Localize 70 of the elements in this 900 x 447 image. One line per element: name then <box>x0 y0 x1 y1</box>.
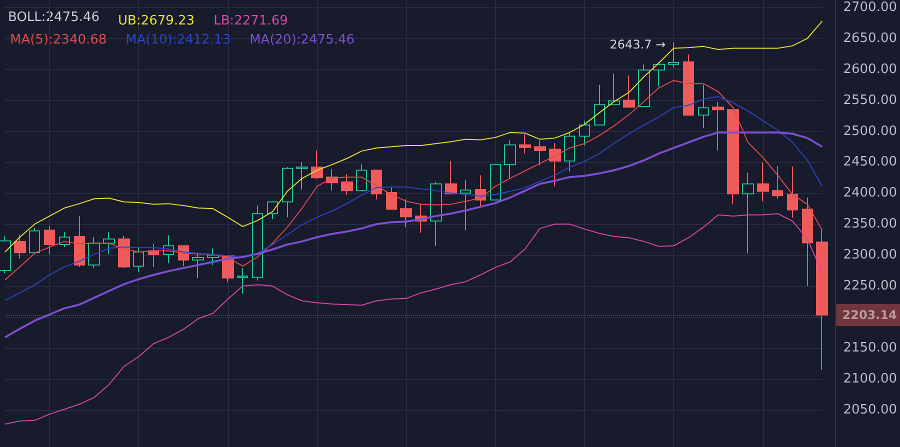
y-tick-label: 2350.00 <box>843 216 898 232</box>
candlestick <box>638 64 650 107</box>
candlestick <box>683 54 694 116</box>
annotation: 2643.7 → <box>610 37 666 52</box>
candlestick <box>74 216 85 268</box>
candlestick <box>311 150 323 180</box>
text: MA(20):2475.46 <box>250 32 355 48</box>
candlestick <box>341 173 353 196</box>
candlestick <box>371 170 382 200</box>
y-tick-label: 2050.00 <box>843 402 898 418</box>
y-tick-label: 2250.00 <box>843 278 898 294</box>
y-tick-label: 2500.00 <box>843 124 898 139</box>
y-tick-label: 2150.00 <box>843 340 898 356</box>
line-series <box>4 96 823 301</box>
line-series <box>4 80 823 280</box>
candlestick <box>698 84 709 129</box>
candlestick <box>519 134 531 154</box>
line-series <box>4 131 824 338</box>
candlestick <box>742 172 754 254</box>
y-tick-label: 2400.00 <box>843 186 898 201</box>
candlestick <box>608 73 620 106</box>
candlestick <box>816 230 828 370</box>
candlestick <box>712 102 724 151</box>
candlestick <box>103 232 115 254</box>
candlestick <box>787 166 798 218</box>
candlestick <box>192 253 204 278</box>
candlestick <box>490 164 501 200</box>
candlestick <box>252 205 263 281</box>
candlestick <box>133 246 144 272</box>
candlestick <box>44 225 55 255</box>
text: MA(10):2412.13 <box>126 32 231 48</box>
candlestick <box>549 142 561 187</box>
y-tick-label: 2300.00 <box>843 248 898 263</box>
candlestick <box>623 75 635 108</box>
candlestick <box>579 120 590 146</box>
candlestick <box>14 234 26 260</box>
candlestick <box>237 268 248 294</box>
candlestick <box>757 162 769 202</box>
candlestick <box>802 196 813 287</box>
candlestick <box>356 164 367 192</box>
line-series <box>4 213 823 425</box>
y-tick-label: 2600.00 <box>843 62 898 77</box>
y-tick-label: 2450.00 <box>843 154 898 170</box>
candlestick <box>653 62 665 88</box>
candlestick <box>386 187 397 210</box>
y-tick-label: 2550.00 <box>843 92 898 108</box>
candlestick <box>445 160 457 194</box>
candlestick <box>594 84 605 126</box>
ref-line-label: 2203.14 <box>842 308 897 322</box>
candlestick <box>430 182 442 246</box>
candlestick <box>460 180 471 231</box>
candlestick <box>772 165 783 200</box>
candlestick <box>534 140 546 166</box>
candlestick <box>400 198 412 228</box>
candlestick <box>564 132 575 172</box>
y-tick-label: 2700.00 <box>843 0 898 15</box>
y-tick-label: 2650.00 <box>843 30 898 46</box>
candlestick <box>668 42 679 68</box>
text: LB:2271.69 <box>214 14 288 28</box>
annotation: BOLL:2475.46 <box>8 10 100 25</box>
y-tick-label: 2100.00 <box>843 371 898 386</box>
candlestick <box>727 109 739 205</box>
candlestick <box>282 166 293 218</box>
text: UB:2679.23 <box>118 14 195 28</box>
candlestick <box>118 235 130 269</box>
candlestick <box>504 140 516 179</box>
candlestick <box>29 227 40 254</box>
text: MA(5):2340.68 <box>10 32 107 48</box>
candlestick <box>296 162 308 190</box>
candlestick <box>88 236 100 269</box>
